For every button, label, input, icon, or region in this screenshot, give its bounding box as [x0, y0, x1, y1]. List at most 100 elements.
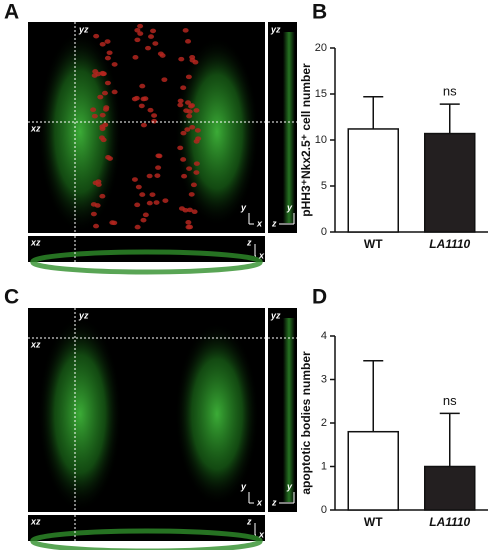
cell: [147, 107, 154, 113]
cell: [142, 212, 149, 218]
image-label: z: [271, 218, 277, 228]
cell: [98, 135, 105, 141]
cell: [182, 207, 189, 213]
cell: [133, 95, 140, 101]
bar: [424, 132, 476, 233]
cell: [193, 139, 200, 144]
cell: [109, 220, 116, 225]
cell: [134, 202, 141, 208]
cell: [155, 153, 162, 159]
cell: [91, 113, 98, 119]
cell: [94, 203, 101, 208]
cell: [182, 28, 189, 33]
cell: [192, 59, 199, 65]
bar: [347, 128, 399, 233]
side-green: [283, 318, 295, 502]
cell: [97, 94, 104, 100]
cell: [135, 184, 142, 190]
green-tissue: [38, 316, 122, 512]
cell: [111, 89, 118, 95]
cell: [150, 28, 157, 34]
cell: [181, 173, 188, 179]
cell: [185, 220, 192, 225]
cell: [180, 157, 187, 162]
image-label: x: [258, 529, 265, 539]
cell: [101, 90, 108, 96]
image-label: y: [286, 202, 293, 212]
cell: [111, 62, 118, 67]
image-label: xz: [30, 339, 41, 349]
cell: [193, 170, 200, 175]
cell: [157, 51, 164, 57]
cell: [95, 179, 102, 184]
y-tick-label: 0: [321, 226, 327, 238]
cell: [152, 41, 159, 46]
cell: [149, 192, 156, 197]
cell: [137, 23, 144, 29]
cell: [134, 27, 141, 33]
cell: [191, 209, 198, 214]
cell: [146, 173, 153, 179]
cell: [93, 223, 100, 229]
x-tick-label: LA1110: [429, 237, 470, 251]
cell: [194, 128, 201, 133]
cell: [154, 173, 161, 178]
y-tick-label: 4: [321, 330, 327, 342]
cell: [139, 192, 146, 197]
y-axis-label: apoptotic bodies number: [299, 351, 313, 495]
image-label: y: [286, 481, 293, 491]
y-tick-label: 0: [321, 504, 327, 516]
cell: [186, 113, 193, 119]
image-label: x: [256, 497, 263, 507]
bar: [347, 430, 399, 511]
image-label: xz: [30, 516, 41, 526]
image-bottom: [28, 515, 265, 541]
cell: [93, 33, 100, 39]
cell: [140, 122, 147, 128]
cell: [104, 55, 111, 61]
cell: [137, 31, 144, 36]
panel-letter: C: [4, 286, 19, 309]
cell: [185, 100, 192, 105]
x-tick-label: LA1110: [429, 515, 470, 529]
cell: [103, 105, 110, 110]
side-green: [283, 32, 295, 223]
cell: [146, 200, 153, 206]
image-label: yz: [270, 24, 281, 34]
image-label: y: [240, 481, 247, 491]
image-label: x: [256, 218, 263, 228]
cell: [139, 83, 146, 89]
y-tick-label: 15: [315, 88, 327, 100]
cell: [193, 161, 200, 166]
panel-letter: B: [312, 1, 327, 24]
cell: [189, 124, 196, 130]
image-label: x: [258, 250, 265, 260]
cell: [100, 71, 107, 77]
green-tissue: [175, 36, 259, 227]
image-label: yz: [78, 310, 89, 320]
cell: [186, 166, 193, 171]
image-label: yz: [270, 310, 281, 320]
cell: [99, 124, 106, 129]
cell: [162, 198, 169, 203]
y-tick-label: 20: [315, 42, 327, 54]
panel-letter: A: [4, 1, 19, 24]
y-tick-label: 2: [321, 417, 327, 429]
cell: [90, 211, 97, 217]
y-tick-label: 3: [321, 373, 327, 385]
cell: [99, 112, 106, 118]
y-tick-label: 5: [321, 180, 327, 192]
x-tick-label: WT: [364, 237, 383, 251]
cell: [188, 192, 195, 197]
y-tick-label: 1: [321, 460, 327, 472]
cell: [138, 103, 145, 109]
cell: [153, 200, 160, 205]
cell: [151, 113, 158, 118]
image-label: xz: [30, 123, 41, 133]
image-label: y: [240, 202, 247, 212]
cell: [183, 108, 190, 113]
panel-letter: D: [312, 286, 327, 309]
image-label: yz: [78, 24, 89, 34]
cell: [180, 85, 187, 91]
